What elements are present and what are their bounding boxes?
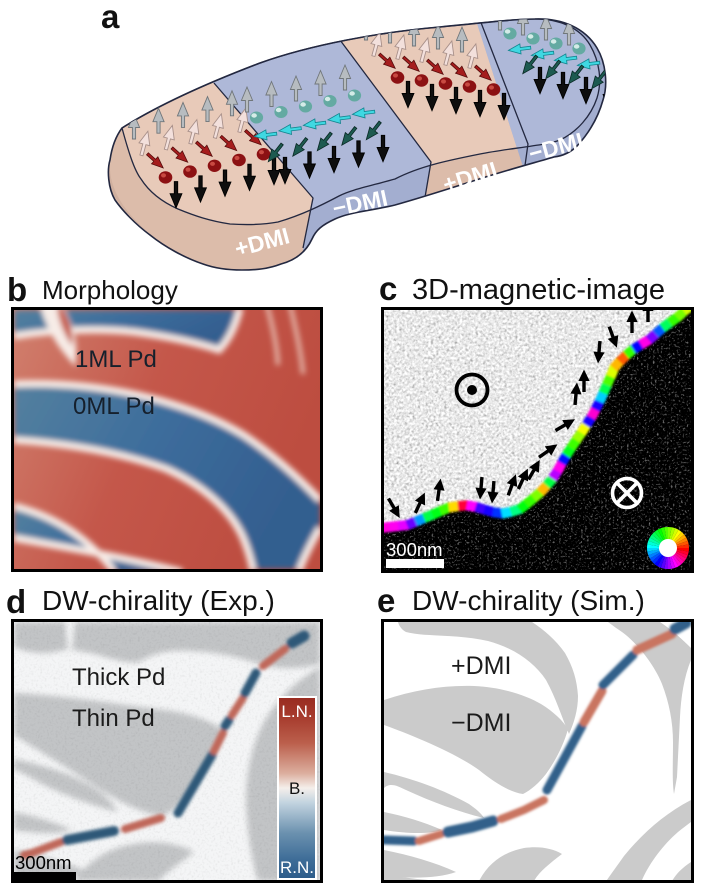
svg-text:1ML Pd: 1ML Pd bbox=[75, 346, 157, 373]
svg-text:R.N.: R.N. bbox=[280, 858, 314, 877]
svg-text:0ML Pd: 0ML Pd bbox=[73, 393, 155, 420]
svg-text:300nm: 300nm bbox=[386, 539, 443, 560]
svg-text:−DMI: −DMI bbox=[451, 709, 511, 737]
svg-text:+DMI: +DMI bbox=[451, 652, 511, 680]
svg-text:B.: B. bbox=[289, 779, 305, 798]
svg-text:300nm: 300nm bbox=[15, 852, 72, 873]
svg-text:Thick Pd: Thick Pd bbox=[72, 664, 165, 691]
svg-text:L.N.: L.N. bbox=[281, 702, 312, 721]
svg-text:Thin Pd: Thin Pd bbox=[72, 705, 155, 732]
